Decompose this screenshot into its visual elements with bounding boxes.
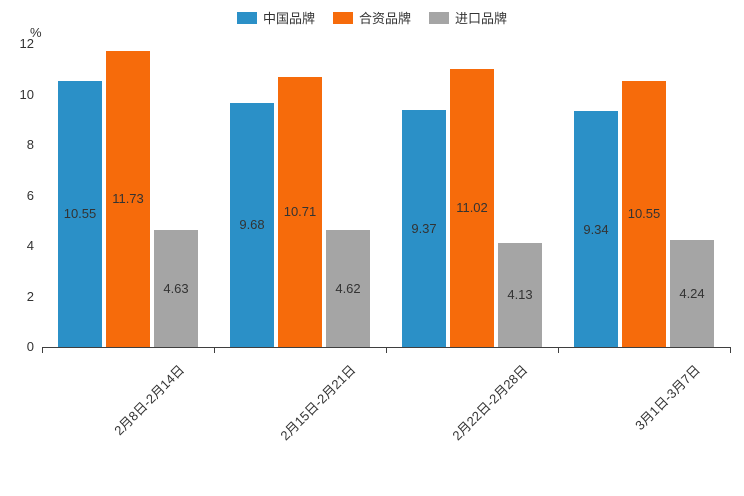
x-category-label: 2月15日-2月21日 (277, 362, 359, 444)
bar-value-label: 4.63 (163, 281, 189, 297)
bar-进口品牌-3: 4.24 (670, 239, 714, 347)
bar-合资品牌-2: 11.02 (450, 68, 494, 347)
bar-value-label: 4.24 (679, 285, 705, 301)
x-label-cell-0: 2月8日-2月14日 (42, 352, 214, 492)
x-tick-mark (558, 347, 559, 353)
x-tick-mark (730, 347, 731, 353)
legend-item-2: 进口品牌 (429, 8, 507, 27)
x-label-cell-3: 3月1日-3月7日 (558, 352, 730, 492)
y-tick-label: 8 (26, 137, 34, 152)
x-label-cell-1: 2月15日-2月21日 (214, 352, 386, 492)
legend-swatch-icon (236, 11, 257, 24)
plot-area: 10.55 11.73 4.63 9.68 10.71 4.62 9.37 11.02 4.13… (42, 44, 731, 353)
x-tick-mark (42, 347, 43, 353)
bar-value-label: 10.71 (283, 204, 317, 220)
bar-中国品牌-1: 9.68 (230, 102, 274, 347)
legend-item-0: 中国品牌 (236, 8, 315, 27)
bar-合资品牌-0: 11.73 (106, 50, 150, 347)
bar-进口品牌-2: 4.13 (498, 242, 542, 347)
bar-value-label: 9.34 (583, 221, 609, 237)
y-tick-label: 4 (26, 238, 34, 253)
bar-value-label: 10.55 (63, 206, 97, 222)
x-tick-mark (214, 347, 215, 353)
x-category-label: 2月8日-2月14日 (110, 362, 187, 439)
bar-group-3: 9.34 10.55 4.24 (558, 44, 730, 347)
bar-进口品牌-1: 4.62 (326, 230, 370, 347)
bar-value-label: 11.02 (456, 200, 488, 216)
bar-value-label: 10.55 (627, 206, 661, 222)
x-axis-labels: 2月8日-2月14日 2月15日-2月21日 2月22日-2月28日 3月1日-3月7… (42, 352, 730, 492)
y-axis: 0 2 4 6 8 10 12 (0, 37, 34, 354)
y-tick-label: 0 (26, 339, 34, 354)
bar-value-label: 4.62 (335, 281, 361, 297)
y-tick-label: 6 (26, 187, 34, 203)
x-category-label: 3月1日-3月7日 (631, 362, 703, 434)
legend-label: 进口品牌 (455, 11, 508, 26)
bar-value-label: 11.73 (112, 191, 144, 207)
legend-swatch-icon (332, 11, 353, 24)
bar-group-1: 9.68 10.71 4.62 (214, 44, 386, 347)
y-axis-unit-label: % (30, 25, 42, 40)
y-tick-label: 12 (19, 36, 34, 51)
y-tick-label: 2 (26, 288, 34, 304)
bar-中国品牌-2: 9.37 (402, 110, 446, 347)
x-label-cell-2: 2月22日-2月28日 (386, 352, 558, 492)
bar-中国品牌-0: 10.55 (58, 80, 102, 347)
bar-进口品牌-0: 4.63 (154, 230, 198, 347)
legend-label: 合资品牌 (358, 11, 411, 26)
bar-value-label: 9.68 (239, 217, 265, 233)
bar-中国品牌-3: 9.34 (574, 111, 618, 347)
bar-value-label: 4.13 (507, 287, 533, 303)
bar-group-0: 10.55 11.73 4.63 (42, 44, 214, 347)
x-category-label: 2月22日-2月28日 (449, 362, 531, 444)
bar-合资品牌-1: 10.71 (278, 76, 322, 347)
bar-group-2: 9.37 11.02 4.13 (386, 44, 558, 347)
chart-legend: 中国品牌 合资品牌 进口品牌 (0, 8, 744, 27)
legend-item-1: 合资品牌 (332, 8, 411, 27)
legend-label: 中国品牌 (262, 11, 315, 26)
legend-swatch-icon (429, 11, 449, 24)
bar-groups: 10.55 11.73 4.63 9.68 10.71 4.62 9.37 11.02 4.13… (42, 44, 730, 347)
y-tick-label: 10 (19, 86, 34, 102)
bar-value-label: 9.37 (411, 221, 437, 237)
bar-合资品牌-3: 10.55 (622, 80, 666, 347)
x-tick-mark (386, 347, 387, 353)
